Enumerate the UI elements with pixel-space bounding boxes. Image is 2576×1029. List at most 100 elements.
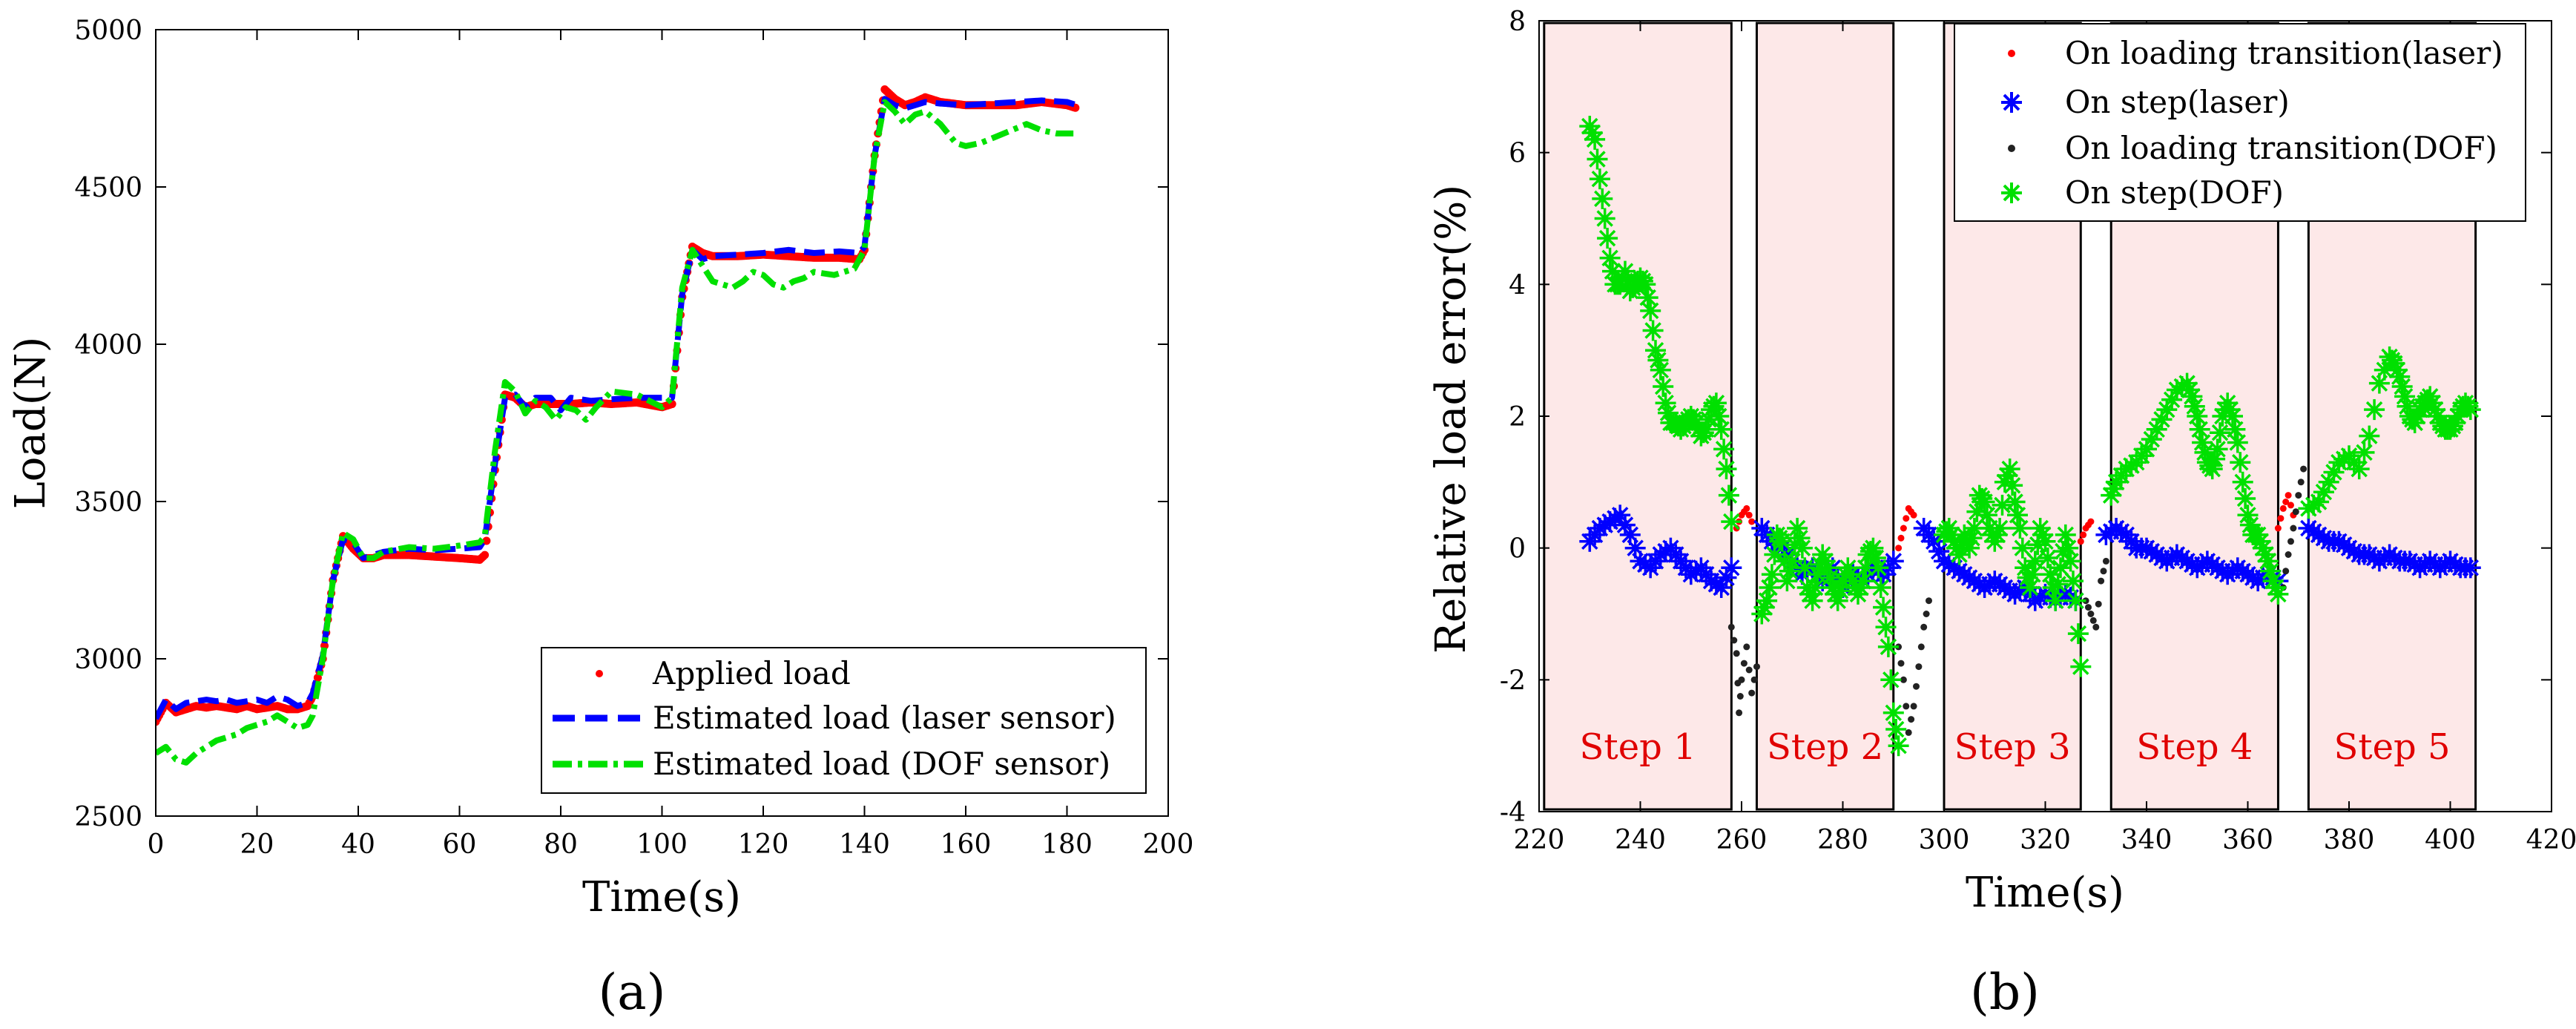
- y-tick-label: 2500: [74, 802, 142, 832]
- series-point-on-step-dof: [2267, 583, 2289, 605]
- series-point-on-step-dof: [2394, 386, 2416, 407]
- x-tick-label: 40: [341, 829, 375, 860]
- series-point-on-loading-transition-laser: [2287, 502, 2294, 509]
- legend-transition-dof-label: On loading transition(DOF): [2065, 130, 2497, 166]
- series-point-on-step-dof: [2161, 389, 2183, 410]
- legend-transition-dof-marker: [2008, 145, 2015, 152]
- y-tick-label: 4500: [74, 173, 142, 203]
- y-tick-label: 3000: [74, 645, 142, 675]
- series-point-on-loading-transition-dof: [1917, 643, 1925, 651]
- series-point-on-step-dof: [1868, 557, 1889, 579]
- series-point-on-step-dof: [2224, 418, 2246, 440]
- step-label-2: Step 2: [1767, 726, 1883, 768]
- series-point-on-step-dof: [1759, 577, 1780, 598]
- series-point-on-loading-transition-dof: [1738, 676, 1745, 683]
- step-region-2: [1755, 22, 1895, 811]
- series-point-on-loading-transition-dof: [2100, 568, 2107, 575]
- step-label-1: Step 1: [1580, 726, 1696, 768]
- step-label-4: Step 4: [2136, 726, 2253, 768]
- x-tick-label: 180: [1041, 829, 1093, 860]
- series-point-on-loading-transition-dof: [1900, 676, 1907, 683]
- series-point-on-loading-transition-dof: [2285, 551, 2292, 558]
- y-tick-label: 8: [1509, 7, 1526, 37]
- x-tick-label: 220: [1514, 825, 1565, 855]
- series-point-on-step-dof: [1653, 376, 1674, 397]
- series-point-on-loading-transition-dof: [1923, 611, 1930, 617]
- x-tick-label: 80: [544, 829, 578, 860]
- series-point-on-loading-transition-laser: [2285, 492, 2292, 499]
- series-point-on-step-dof: [1963, 518, 1985, 539]
- series-point-on-loading-transition-dof: [2095, 600, 2102, 608]
- panel-a-tick-labels: 0 20 40 60 80 100 120 140 160 180 200 2500 3000 3500 4…: [74, 16, 1193, 860]
- series-point-on-step-dof: [2260, 560, 2282, 582]
- series-point-on-step-dof: [1999, 458, 2020, 480]
- x-tick-label: 340: [2121, 825, 2173, 855]
- series-point-on-step-dof: [2047, 573, 2069, 595]
- series-point-on-step-dof: [2067, 623, 2089, 645]
- panel-a-load-chart: 0 20 40 60 80 100 120 140 160 180 200 2500 3000 3500 4…: [7, 16, 1193, 1021]
- series-point-on-step-dof: [2237, 504, 2259, 526]
- series-point-on-step-dof: [2187, 406, 2208, 427]
- series-point-on-step-dof: [1718, 484, 1739, 506]
- series-point-on-step-dof: [1587, 148, 1608, 170]
- series-line-estimated-load-dof-sensor: [156, 99, 1078, 766]
- series-point-on-loading-transition-dof: [2290, 525, 2297, 532]
- series-point-on-step-dof: [1989, 518, 2011, 539]
- series-point-on-step-dof: [1640, 300, 1661, 321]
- series-point-on-step-dof: [2055, 524, 2076, 545]
- series-point-on-loading-transition-dof: [2102, 557, 2109, 565]
- series-point-on-step-dof: [1584, 128, 1606, 150]
- panel-a-legend-box: [541, 647, 1147, 794]
- y-tick-label: 5000: [74, 16, 142, 46]
- series-point-on-step-dof: [2020, 577, 2040, 598]
- series-point-on-step-dof: [1875, 617, 1897, 638]
- series-point-on-step-dof: [2364, 399, 2385, 421]
- series-point-on-step-dof: [2009, 518, 2031, 539]
- panel-a-caption: (a): [599, 964, 666, 1021]
- series-point-on-step-dof: [2002, 475, 2023, 496]
- panel-a-plot-frame: [155, 29, 1169, 817]
- series-point-on-loading-transition-dof: [2092, 623, 2100, 631]
- legend-transition-laser-marker: [2008, 50, 2015, 57]
- panel-b-legend-box: [1954, 23, 2526, 222]
- series-point-on-step-dof: [1771, 530, 1793, 552]
- series-point-on-step-dof: [1713, 438, 1735, 460]
- legend-laser-estimate-label: Estimated load (laser sensor): [653, 700, 1116, 736]
- series-point-on-loading-transition-dof: [2300, 465, 2307, 473]
- series-point-on-step-dof: [1642, 320, 1664, 341]
- series-point-on-step-dof: [1870, 577, 1891, 598]
- series-point-on-step-dof: [1761, 564, 1782, 585]
- series-point-on-step-dof: [1977, 504, 1997, 526]
- series-point-on-step-dof: [1974, 491, 1995, 513]
- series-point-on-step-dof: [1802, 590, 1823, 611]
- series-point-on-step-dof: [1882, 702, 1904, 723]
- series-point-on-loading-transition-laser: [1910, 511, 1917, 519]
- series-point-on-step-dof: [1885, 719, 1907, 740]
- series-point-on-loading-transition-dof: [2287, 538, 2294, 545]
- series-point-on-step-dof: [2359, 425, 2380, 447]
- series-point-on-step-dof: [2007, 504, 2028, 526]
- x-tick-label: 160: [941, 829, 992, 860]
- series-point-on-loading-transition-laser: [2077, 538, 2084, 545]
- series-point-on-loading-transition-dof: [1736, 693, 1744, 700]
- series-point-on-step-dof: [1650, 359, 1671, 381]
- series-point-on-step-dof: [1888, 735, 1909, 757]
- series-point-on-step-dof: [1756, 590, 1778, 611]
- x-tick-label: 20: [240, 829, 274, 860]
- series-point-on-loading-transition-dof: [1736, 709, 1743, 717]
- series-point-on-step-dof: [1710, 418, 1732, 440]
- series-point-on-step-dof: [1961, 527, 1983, 549]
- series-point-on-step-dof: [1992, 494, 2013, 516]
- panel-b-tick-labels: 220 240 260 280 300 320 340 360 380 400 420 -4 -2 0 2 4…: [1500, 7, 2576, 855]
- series-point-on-loading-transition-dof: [2089, 617, 2097, 624]
- series-point-on-step-dof: [2210, 422, 2230, 444]
- series-point-on-step-dof: [2012, 537, 2033, 559]
- x-tick-label: 320: [2020, 825, 2071, 855]
- y-tick-label: 2: [1509, 402, 1526, 433]
- series-point-on-loading-transition-dof: [2098, 577, 2105, 585]
- series-point-on-loading-transition-dof: [2295, 492, 2302, 499]
- series-point-on-loading-transition-laser: [1897, 534, 1905, 542]
- y-tick-label: 0: [1509, 534, 1526, 565]
- series-point-on-loading-transition-laser: [2080, 531, 2087, 539]
- series-point-on-loading-transition-laser: [2274, 525, 2282, 532]
